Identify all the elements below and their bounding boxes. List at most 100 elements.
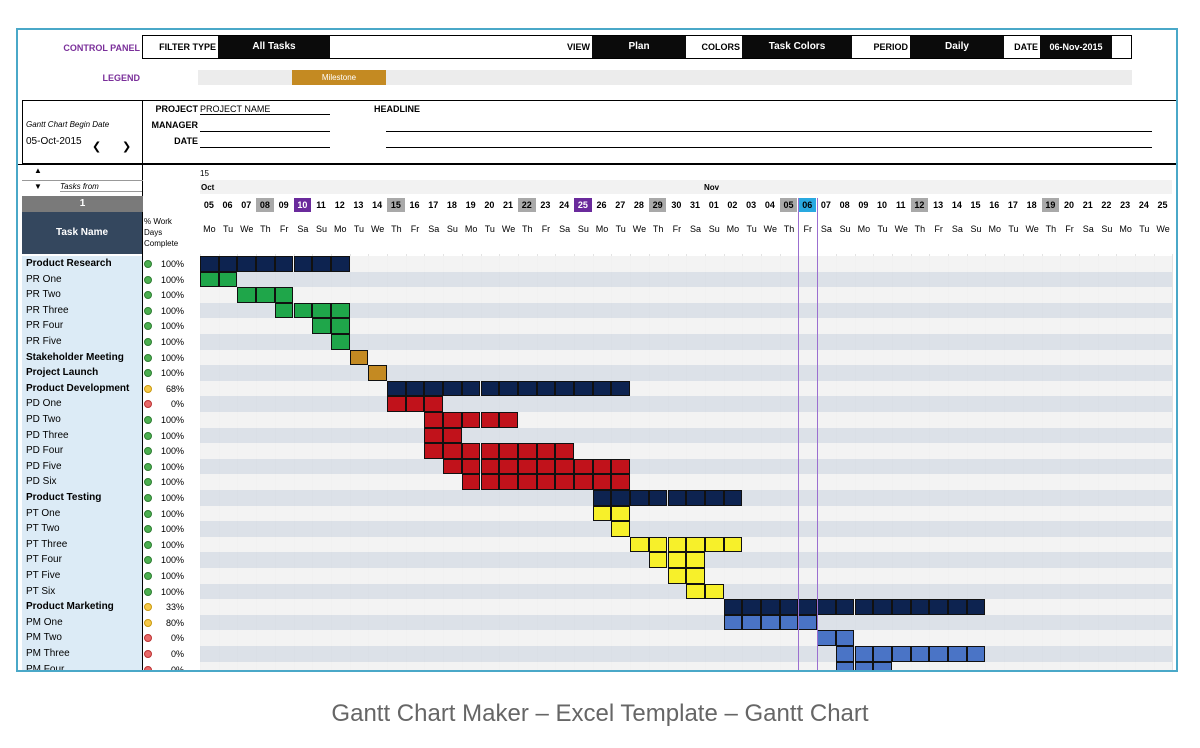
task-name[interactable]: PR Three xyxy=(26,304,69,316)
gantt-bar-cell[interactable] xyxy=(779,614,799,631)
gantt-bar-cell[interactable] xyxy=(200,271,219,288)
table-row[interactable] xyxy=(200,256,1173,272)
gantt-bar-cell[interactable] xyxy=(873,661,892,670)
gantt-bar-cell[interactable] xyxy=(611,505,631,522)
gantt-bar-cell[interactable] xyxy=(704,583,724,600)
gantt-bar-cell[interactable] xyxy=(237,287,257,303)
table-row[interactable] xyxy=(200,614,1173,631)
gantt-bar-cell[interactable] xyxy=(648,536,668,553)
gantt-bar-cell[interactable] xyxy=(312,318,331,334)
gantt-bar-cell[interactable] xyxy=(723,536,743,553)
gantt-bar-cell[interactable] xyxy=(910,599,930,615)
gantt-bar-cell[interactable] xyxy=(873,599,892,615)
task-name[interactable]: PM Three xyxy=(26,648,70,659)
gantt-bar-cell[interactable] xyxy=(966,646,986,662)
gantt-bar-cell[interactable] xyxy=(480,474,500,490)
table-row[interactable] xyxy=(200,287,1173,303)
gantt-bar-cell[interactable] xyxy=(723,599,743,615)
gantt-bar-cell[interactable] xyxy=(424,396,444,412)
gantt-bar-cell[interactable] xyxy=(798,599,818,615)
gantt-bar-cell[interactable] xyxy=(891,599,911,615)
gantt-bar-cell[interactable] xyxy=(256,256,275,272)
task-name[interactable]: PM Two xyxy=(26,632,62,644)
gantt-bar-cell[interactable] xyxy=(611,521,631,537)
gantt-bar-cell[interactable] xyxy=(630,490,649,506)
task-name[interactable]: Product Development xyxy=(26,382,130,394)
table-row[interactable] xyxy=(200,396,1173,412)
gantt-bar-cell[interactable] xyxy=(648,552,668,568)
gantt-bar-cell[interactable] xyxy=(592,505,612,522)
task-name[interactable]: Product Testing xyxy=(26,492,102,503)
task-name[interactable]: PT Three xyxy=(26,538,68,550)
gantt-bar-cell[interactable] xyxy=(293,256,313,272)
gantt-bar-cell[interactable] xyxy=(200,256,219,272)
gantt-bar-cell[interactable] xyxy=(704,490,724,506)
gantt-bar-cell[interactable] xyxy=(817,630,836,646)
task-name[interactable]: PD Six xyxy=(26,476,57,488)
gantt-bar-cell[interactable] xyxy=(499,380,518,397)
gantt-bar-cell[interactable] xyxy=(835,599,855,615)
gantt-bar-cell[interactable] xyxy=(854,599,874,615)
manager-field[interactable] xyxy=(200,120,330,132)
filter-type-select[interactable]: All Tasks xyxy=(218,36,330,58)
gantt-bar-cell[interactable] xyxy=(948,646,967,662)
gantt-bar-cell[interactable] xyxy=(779,599,799,615)
gantt-bar-cell[interactable] xyxy=(555,380,574,397)
table-row[interactable] xyxy=(200,334,1173,350)
gantt-bar-cell[interactable] xyxy=(536,443,556,459)
gantt-bar-cell[interactable] xyxy=(424,412,444,428)
gantt-bar-cell[interactable] xyxy=(723,490,743,506)
gantt-bar-cell[interactable] xyxy=(667,490,687,506)
gantt-bar-cell[interactable] xyxy=(555,458,574,475)
gantt-bar-cell[interactable] xyxy=(218,256,238,272)
gantt-bar-cell[interactable] xyxy=(555,443,574,459)
gantt-bar-cell[interactable] xyxy=(443,443,462,459)
task-name[interactable]: Product Marketing xyxy=(26,601,114,613)
gantt-bar-cell[interactable] xyxy=(592,490,612,506)
gantt-bar-cell[interactable] xyxy=(761,599,780,615)
gantt-bar-cell[interactable] xyxy=(798,614,818,631)
gantt-bar-cell[interactable] xyxy=(218,271,238,288)
gantt-bar-cell[interactable] xyxy=(499,474,518,490)
gantt-bar-cell[interactable] xyxy=(499,412,518,428)
gantt-bar-cell[interactable] xyxy=(499,458,518,475)
table-row[interactable] xyxy=(200,661,1173,670)
gantt-bar-cell[interactable] xyxy=(349,349,369,366)
gantt-bar-cell[interactable] xyxy=(387,396,406,412)
task-name[interactable]: PD Four xyxy=(26,445,64,457)
table-row[interactable] xyxy=(200,646,1173,662)
gantt-bar-cell[interactable] xyxy=(480,412,500,428)
gantt-bar-cell[interactable] xyxy=(948,599,967,615)
gantt-bar-cell[interactable] xyxy=(274,287,294,303)
gantt-bar-cell[interactable] xyxy=(592,380,612,397)
gantt-bar-cell[interactable] xyxy=(966,599,986,615)
table-row[interactable] xyxy=(200,365,1173,381)
gantt-bar-cell[interactable] xyxy=(461,443,481,459)
gantt-bar-cell[interactable] xyxy=(536,474,556,490)
gantt-bar-cell[interactable] xyxy=(330,334,350,350)
gantt-bar-cell[interactable] xyxy=(611,490,631,506)
gantt-bar-cell[interactable] xyxy=(574,458,593,475)
gantt-bar-cell[interactable] xyxy=(854,661,874,670)
gantt-bar-cell[interactable] xyxy=(461,474,481,490)
gantt-bar-cell[interactable] xyxy=(630,536,649,553)
gantt-bar-cell[interactable] xyxy=(761,614,780,631)
gantt-bar-cell[interactable] xyxy=(480,443,500,459)
gantt-bar-cell[interactable] xyxy=(330,318,350,334)
table-row[interactable] xyxy=(200,630,1173,646)
task-name[interactable]: PT Five xyxy=(26,570,61,581)
gantt-bar-cell[interactable] xyxy=(704,536,724,553)
task-name[interactable]: PD One xyxy=(26,398,62,410)
table-row[interactable] xyxy=(200,521,1173,537)
gantt-bar-cell[interactable] xyxy=(499,443,518,459)
gantt-bar-cell[interactable] xyxy=(574,474,593,490)
gantt-bar-cell[interactable] xyxy=(648,490,668,506)
task-name[interactable]: PR Five xyxy=(26,336,62,347)
view-select[interactable]: Plan xyxy=(592,36,686,58)
gantt-bar-cell[interactable] xyxy=(536,458,556,475)
table-row[interactable] xyxy=(200,474,1173,490)
gantt-bar-cell[interactable] xyxy=(517,474,537,490)
gantt-bar-cell[interactable] xyxy=(929,646,948,662)
begin-date-value[interactable]: 05-Oct-2015 xyxy=(26,136,82,147)
table-row[interactable] xyxy=(200,380,1173,397)
